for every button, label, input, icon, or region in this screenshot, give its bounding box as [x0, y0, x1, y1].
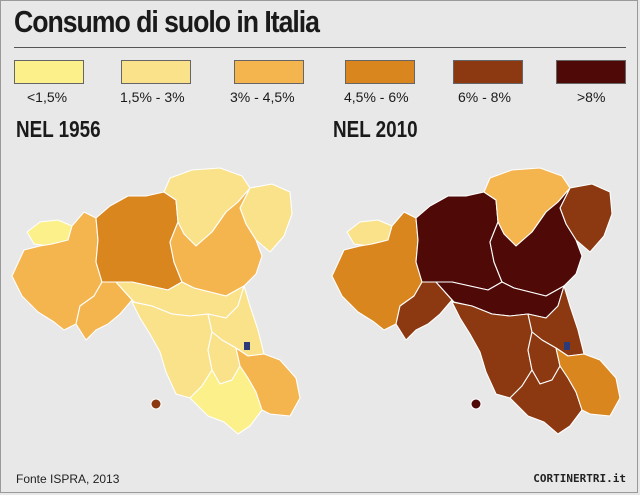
map-title-1956: NEL 1956 [16, 116, 101, 142]
legend-swatch-1 [14, 60, 84, 84]
legend: <1,5% 1,5% - 3% 3% - 4,5% 4,5% - 6% 6% -… [0, 60, 640, 112]
region-abruzzo [555, 347, 621, 417]
map-1956 [11, 167, 301, 435]
legend-swatch-3 [234, 60, 304, 84]
legend-label-6: >8% [577, 89, 606, 105]
publisher-logo: CORTINERTRI.it [533, 472, 626, 485]
legend-label-5: 6% - 8% [458, 89, 511, 105]
region-toscana [451, 301, 533, 399]
region-abruzzo [235, 347, 301, 417]
legend-swatch-6 [556, 60, 626, 84]
region-san-marino [244, 342, 250, 350]
legend-label-4: 4,5% - 6% [344, 89, 409, 105]
region-san-marino [564, 342, 570, 350]
page-title: Consumo di suolo in Italia [14, 4, 320, 39]
legend-label-2: 1,5% - 3% [120, 89, 185, 105]
region-toscana [131, 301, 213, 399]
region-lombardia [95, 191, 183, 291]
title-divider [14, 47, 626, 48]
legend-swatch-4 [345, 60, 415, 84]
legend-label-1: <1,5% [27, 89, 68, 105]
island-elba [150, 398, 162, 410]
legend-swatch-2 [121, 60, 191, 84]
legend-label-3: 3% - 4,5% [230, 89, 295, 105]
map-title-2010: NEL 2010 [333, 116, 418, 142]
source-note: Fonte ISPRA, 2013 [16, 472, 120, 486]
island-elba [470, 398, 482, 410]
legend-swatch-5 [453, 60, 523, 84]
map-2010 [331, 167, 621, 435]
region-lombardia [415, 191, 503, 291]
